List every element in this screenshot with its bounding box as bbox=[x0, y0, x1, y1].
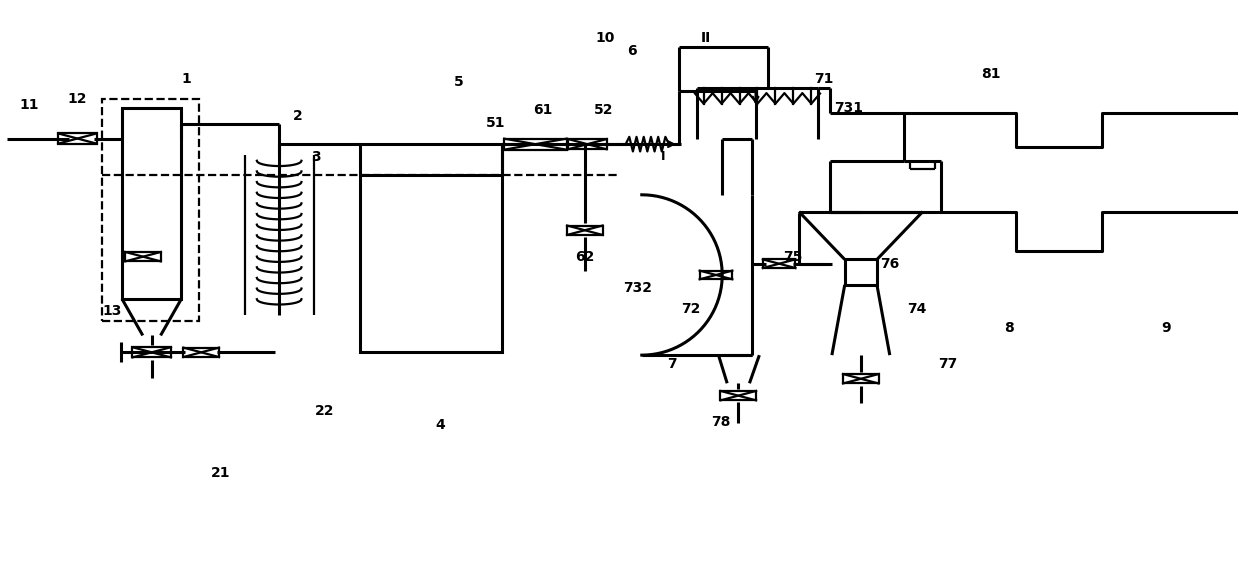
Bar bbox=[125, 252, 161, 261]
Text: 10: 10 bbox=[595, 32, 615, 45]
Bar bbox=[359, 144, 502, 352]
Text: 5: 5 bbox=[453, 75, 463, 89]
Text: 731: 731 bbox=[834, 100, 862, 114]
Text: 51: 51 bbox=[486, 116, 506, 130]
Text: 6: 6 bbox=[627, 45, 637, 58]
Bar bbox=[133, 347, 171, 358]
Text: 75: 75 bbox=[783, 250, 803, 264]
Bar bbox=[567, 226, 602, 235]
Text: 77: 77 bbox=[938, 356, 957, 371]
Text: 4: 4 bbox=[435, 418, 445, 433]
Text: 74: 74 bbox=[907, 302, 927, 316]
Bar bbox=[183, 347, 219, 357]
Text: 732: 732 bbox=[623, 281, 653, 294]
Text: 7: 7 bbox=[667, 356, 676, 371]
Text: 22: 22 bbox=[315, 404, 335, 418]
Text: 11: 11 bbox=[20, 98, 38, 112]
Text: 52: 52 bbox=[593, 103, 613, 117]
Bar bbox=[58, 134, 97, 144]
Bar bbox=[845, 259, 877, 285]
Text: 81: 81 bbox=[981, 67, 1001, 81]
Bar bbox=[763, 259, 795, 268]
Text: 76: 76 bbox=[880, 257, 900, 271]
Text: 3: 3 bbox=[311, 150, 321, 164]
Bar bbox=[721, 391, 756, 400]
Bar bbox=[504, 139, 566, 149]
Text: 71: 71 bbox=[814, 72, 834, 86]
Bar bbox=[700, 271, 732, 279]
Bar bbox=[121, 108, 181, 299]
Bar bbox=[567, 139, 607, 149]
Text: 72: 72 bbox=[681, 302, 701, 316]
Bar bbox=[102, 99, 198, 321]
Text: 12: 12 bbox=[68, 92, 87, 106]
Text: 78: 78 bbox=[711, 415, 731, 429]
Text: 1: 1 bbox=[181, 72, 191, 86]
Text: 2: 2 bbox=[292, 109, 302, 123]
Text: 13: 13 bbox=[103, 304, 121, 318]
Text: 61: 61 bbox=[533, 103, 553, 117]
Text: 8: 8 bbox=[1005, 321, 1015, 335]
Text: 9: 9 bbox=[1162, 321, 1171, 335]
Text: 62: 62 bbox=[575, 250, 595, 264]
Text: II: II bbox=[701, 32, 711, 45]
Bar bbox=[843, 374, 878, 384]
Text: I: I bbox=[660, 150, 665, 163]
Text: 21: 21 bbox=[211, 466, 230, 481]
